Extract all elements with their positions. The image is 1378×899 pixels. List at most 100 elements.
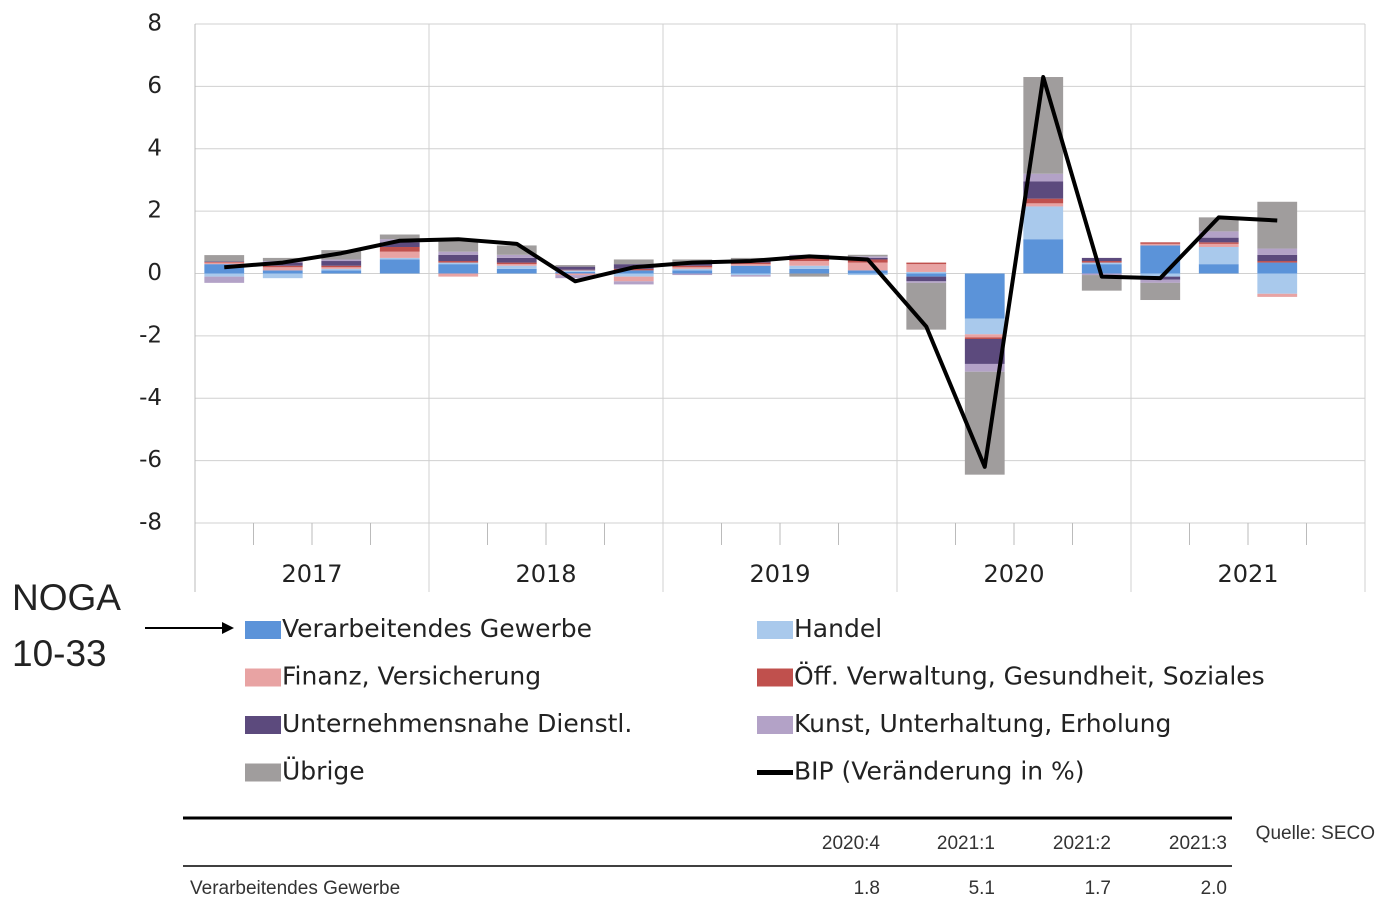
- table-row-label: Verarbeitendes Gewerbe: [190, 878, 400, 899]
- bar-segment: [262, 265, 303, 268]
- bar-segment: [438, 261, 479, 263]
- y-tick-label: 6: [147, 73, 162, 99]
- bar-segment: [789, 257, 830, 262]
- bar-segment: [1257, 248, 1298, 255]
- legend-label: Übrige: [282, 757, 365, 786]
- bar-segment: [438, 262, 479, 265]
- table-header: 2021:3: [1169, 833, 1227, 854]
- bar-segment: [906, 264, 947, 272]
- bar-segment: [1140, 279, 1181, 283]
- bar-segment: [730, 265, 771, 274]
- y-tick-label: 4: [147, 135, 162, 161]
- bar-segment: [847, 273, 888, 276]
- bar-segment: [321, 259, 362, 262]
- bar-segment: [847, 256, 888, 258]
- bar-segment: [262, 257, 303, 262]
- bar-segment: [1081, 261, 1122, 263]
- bar-segment: [672, 267, 713, 269]
- bar-segment: [847, 270, 888, 274]
- bar-segment: [906, 271, 947, 274]
- bar-segment: [847, 262, 888, 271]
- bar-segment: [672, 268, 713, 271]
- bar-segment: [262, 267, 303, 271]
- bar-segment: [730, 273, 771, 276]
- y-tick-label: -6: [139, 447, 162, 473]
- bar-segment: [789, 268, 830, 274]
- bar-segment: [321, 267, 362, 269]
- legend-swatch: [245, 621, 281, 639]
- bar-segment: [964, 337, 1005, 339]
- y-tick-label: -8: [139, 510, 162, 536]
- bar-segment: [730, 262, 771, 265]
- bar-segment: [1081, 275, 1122, 291]
- bar-segment: [1081, 262, 1122, 265]
- bar-segment: [555, 270, 596, 272]
- bar-segment: [1023, 206, 1064, 240]
- x-tick-label: 2021: [1217, 560, 1278, 588]
- bar-segment: [1257, 293, 1298, 297]
- table-cell: 5.1: [969, 878, 995, 899]
- bar-segment: [906, 262, 947, 265]
- bar-segment: [379, 257, 420, 260]
- bar-segment: [1257, 201, 1298, 249]
- bar-segment: [613, 270, 654, 274]
- y-tick-label: -4: [139, 385, 162, 411]
- bar-segment: [1140, 243, 1181, 246]
- bar-segment: [1198, 242, 1239, 244]
- bar-segment: [496, 264, 537, 266]
- bar-segment: [672, 273, 713, 276]
- bar-segment: [555, 269, 596, 271]
- table-cell: 1.7: [1085, 878, 1111, 899]
- bar-segment: [1023, 203, 1064, 207]
- bar-segment: [1257, 254, 1298, 262]
- bar-segment: [613, 273, 654, 277]
- legend-label: Finanz, Versicherung: [282, 662, 541, 691]
- x-tick-label: 2019: [749, 560, 810, 588]
- legend-swatch: [245, 763, 281, 782]
- legend-swatch: [757, 668, 793, 687]
- bar-segment: [964, 273, 1005, 319]
- bar-segment: [1198, 246, 1239, 265]
- bar-segment: [672, 265, 713, 268]
- legend-swatch: [245, 668, 281, 687]
- bar-segment: [1257, 261, 1298, 263]
- bar-segment: [730, 264, 771, 266]
- legend-label: Handel: [794, 614, 882, 643]
- bar-segment: [379, 234, 420, 240]
- bar-segment: [438, 251, 479, 255]
- bar-segment: [204, 264, 245, 274]
- bar-segment: [555, 265, 596, 267]
- bar-segment: [496, 254, 537, 258]
- bar-segment: [321, 265, 362, 268]
- bar-segment: [906, 273, 947, 277]
- y-tick-label: 8: [147, 11, 162, 37]
- bar-segment: [204, 255, 245, 262]
- bar-segment: [672, 270, 713, 274]
- bar-segment: [1257, 273, 1298, 294]
- bar-segment: [1081, 257, 1122, 262]
- bar-segment: [321, 268, 362, 271]
- legend-label: Kunst, Unterhaltung, Erholung: [794, 709, 1171, 738]
- bar-segment: [438, 273, 479, 277]
- bar-segment: [906, 281, 947, 283]
- bar-segment: [438, 240, 479, 252]
- bar-segment: [379, 246, 420, 252]
- bar-segment: [438, 264, 479, 274]
- bar-segment: [613, 276, 654, 282]
- bar-segment: [964, 318, 1005, 335]
- bar-segment: [204, 261, 245, 262]
- bar-segment: [906, 282, 947, 330]
- x-tick-label: 2017: [281, 560, 342, 588]
- bar-segment: [613, 281, 654, 285]
- bar-segment: [204, 273, 245, 277]
- legend-label: BIP (Veränderung in %): [794, 757, 1085, 786]
- bar-segment: [262, 270, 303, 274]
- bar-segment: [1198, 231, 1239, 238]
- bar-segment: [262, 273, 303, 279]
- legend: Verarbeitendes Gewerbe Handel Finanz, Vers…: [245, 614, 1265, 786]
- bar-segment: [204, 276, 245, 283]
- source: Quelle: SECO: [1256, 823, 1375, 844]
- y-tick-label: 2: [147, 198, 162, 224]
- y-tick-label: -2: [139, 322, 162, 348]
- bar-segment: [555, 275, 596, 279]
